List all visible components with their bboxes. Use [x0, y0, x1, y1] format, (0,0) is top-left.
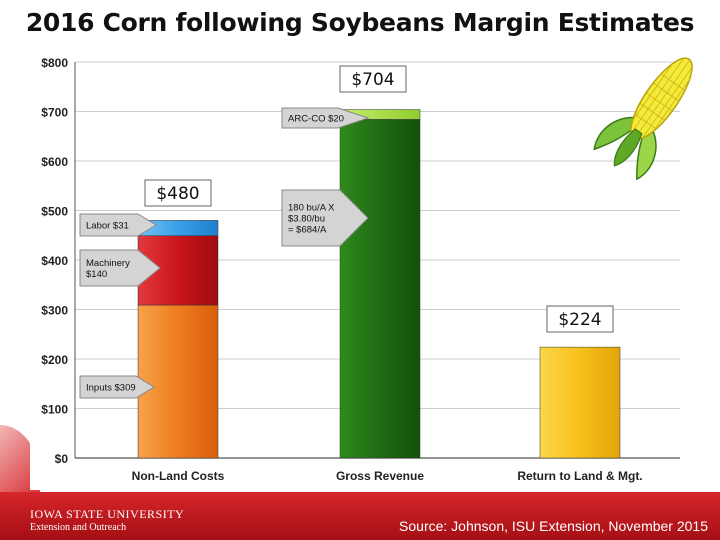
x-category-label: Non-Land Costs — [132, 469, 225, 483]
y-tick-label: $100 — [41, 403, 68, 417]
total-callout-box — [144, 179, 212, 207]
y-tick-label: $500 — [41, 205, 68, 219]
y-tick-label: $0 — [55, 452, 69, 466]
annotation-label: ARC-CO $20 — [288, 114, 344, 125]
source-note: Source: Johnson, ISU Extension, November… — [399, 518, 708, 534]
annotation-label: Machinery $140 — [86, 258, 130, 280]
total-callout-label: $480 — [156, 184, 199, 204]
isu-extension-logo: IOWA STATE UNIVERSITY Extension and Outr… — [30, 508, 184, 533]
corn-cob-icon — [593, 57, 693, 181]
annotation-arrow — [281, 107, 370, 129]
logo-line-2: Extension and Outreach — [30, 522, 127, 533]
x-category-label: Gross Revenue — [336, 469, 424, 483]
annotation-label: 180 bu/A X $3.80/bu = $684/A — [288, 203, 335, 236]
y-tick-label: $200 — [41, 353, 68, 367]
y-tick-label: $600 — [41, 155, 68, 169]
bar-segment-return — [539, 346, 621, 459]
bar-segment-inputs — [137, 304, 219, 459]
total-callout-box — [546, 305, 614, 333]
footer-band — [0, 492, 720, 540]
total-callout-label: $224 — [558, 310, 601, 330]
y-tick-label: $300 — [41, 304, 68, 318]
y-tick-label: $700 — [41, 106, 68, 120]
x-category-label: Return to Land & Mgt. — [517, 469, 642, 483]
annotation-label: Labor $31 — [86, 221, 129, 232]
y-tick-label: $800 — [41, 56, 68, 70]
bar-segment-revenue — [339, 119, 421, 459]
annotation-arrow — [79, 213, 157, 237]
y-tick-label: $400 — [41, 254, 68, 268]
total-callout-box — [339, 65, 407, 93]
annotation-arrow — [281, 189, 369, 247]
annotation-label: Inputs $309 — [86, 383, 136, 394]
page-title: 2016 Corn following Soybeans Margin Esti… — [25, 8, 695, 37]
annotation-arrow — [79, 249, 161, 287]
total-callout-label: $704 — [351, 70, 394, 90]
annotation-arrow — [79, 375, 155, 399]
logo-line-1: IOWA STATE UNIVERSITY — [30, 507, 185, 521]
